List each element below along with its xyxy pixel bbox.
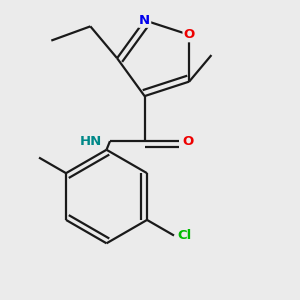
Text: N: N <box>139 14 150 27</box>
Text: HN: HN <box>80 135 102 148</box>
Text: O: O <box>182 135 194 148</box>
Text: Cl: Cl <box>177 229 191 242</box>
Text: O: O <box>184 28 195 41</box>
